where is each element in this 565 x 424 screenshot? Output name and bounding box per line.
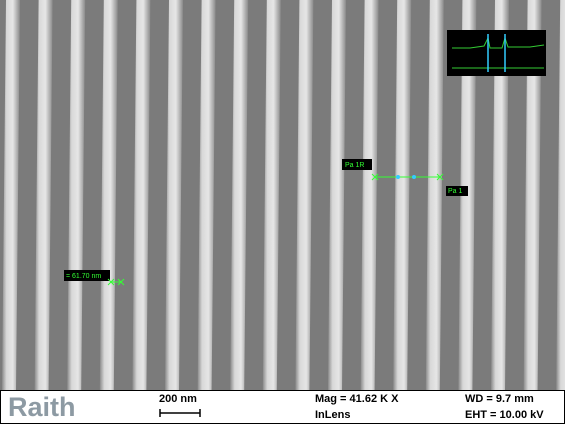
info-bar: Raith 200 nm Mag = 41.62 K X InLens WD =… <box>1 391 565 424</box>
magnification: Mag = 41.62 K X <box>315 393 399 405</box>
cursor-label: Pa 1 <box>448 188 463 195</box>
voltage: EHT = 10.00 kV <box>465 409 544 421</box>
scale-label: 200 nm <box>159 393 197 405</box>
logo: Raith <box>8 392 76 422</box>
working-distance: WD = 9.7 mm <box>465 393 534 405</box>
profile-inset <box>447 30 546 76</box>
detector: InLens <box>315 409 350 421</box>
sem-screenshot: Pa 1R Pa 1 = 61.70 nm Raith 200 nm Mag =… <box>0 0 565 424</box>
cursor-label: Pa 1R <box>345 162 364 169</box>
width-label: = 61.70 nm <box>66 273 101 280</box>
